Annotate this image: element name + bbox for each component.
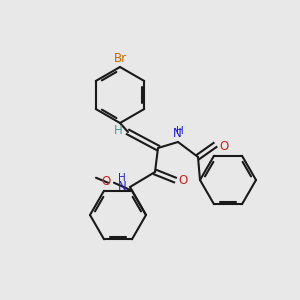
Text: H: H xyxy=(118,173,126,183)
Text: N: N xyxy=(172,127,182,140)
Text: Br: Br xyxy=(113,52,127,65)
Text: H: H xyxy=(176,126,184,136)
Text: N: N xyxy=(118,181,127,194)
Text: O: O xyxy=(102,175,111,188)
Text: O: O xyxy=(178,173,187,187)
Text: O: O xyxy=(219,140,228,154)
Text: H: H xyxy=(114,124,122,136)
